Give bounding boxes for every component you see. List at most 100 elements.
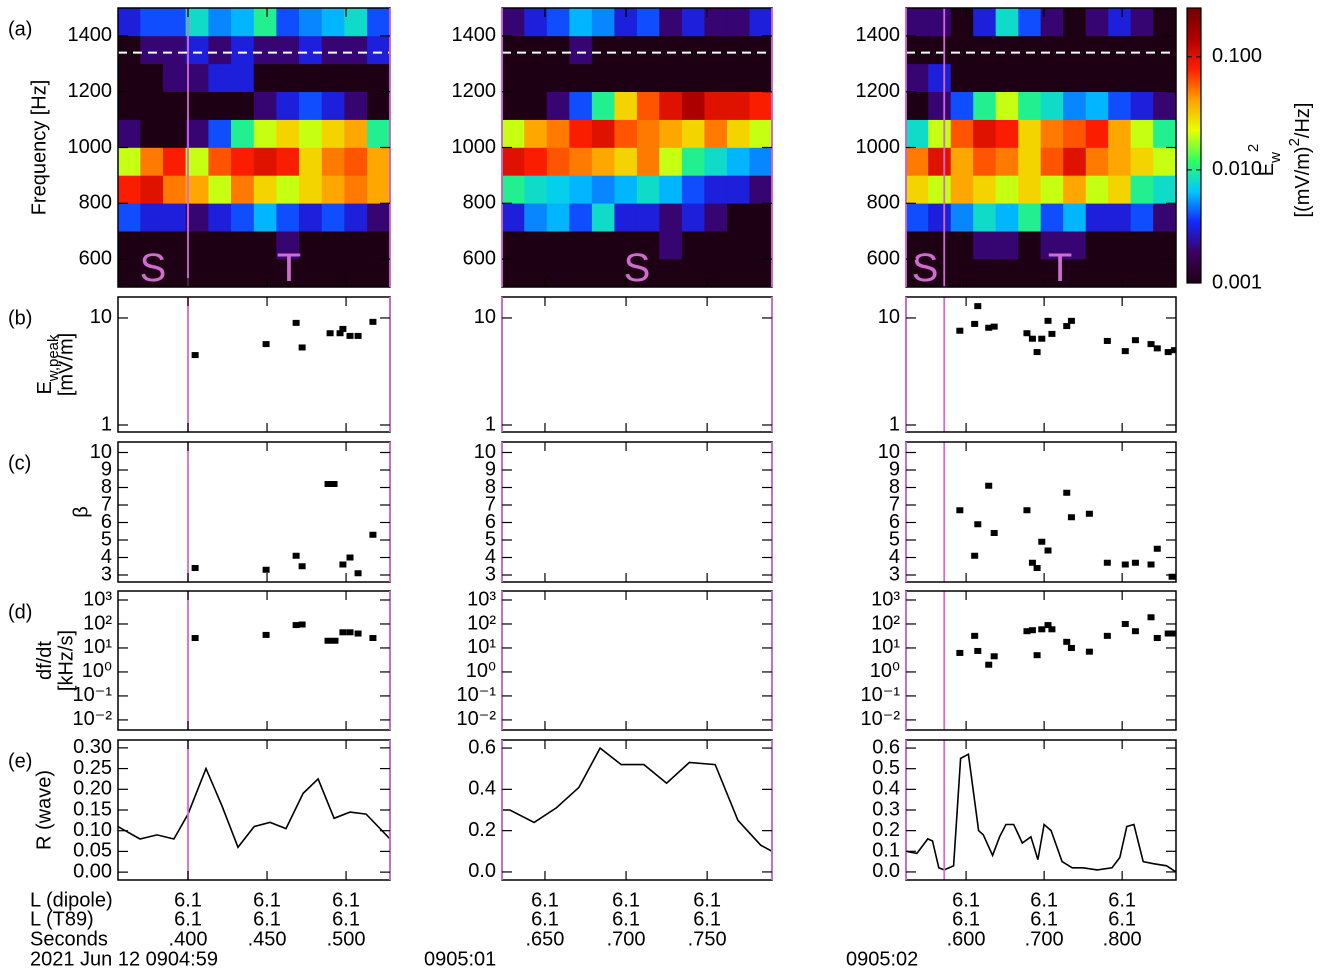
data-point — [1103, 559, 1111, 566]
heatmap-cell — [185, 203, 210, 232]
heatmap-cell — [140, 203, 164, 232]
data-point — [1147, 614, 1155, 621]
region-annotation: T — [277, 246, 301, 290]
heatmap-cell — [950, 147, 974, 176]
heatmap-cell — [726, 119, 751, 148]
data-point — [324, 637, 332, 644]
x-tick-label: .650 — [526, 928, 565, 950]
data-point — [1044, 317, 1052, 324]
y-tick-label: 0.10 — [73, 819, 112, 841]
data-point — [1028, 559, 1036, 566]
heatmap-cell — [321, 203, 345, 232]
heatmap-cell — [995, 258, 1019, 287]
panel-line — [906, 752, 1176, 873]
y-tick-label: 3 — [101, 563, 112, 585]
heatmap-cell — [1130, 258, 1154, 287]
heatmap-cell — [163, 63, 187, 92]
heatmap-cell — [208, 147, 232, 176]
data-point — [1121, 348, 1129, 355]
heatmap-cell — [185, 258, 210, 287]
y-axis-label: R (wave) — [33, 770, 55, 850]
heatmap-cell — [1085, 203, 1109, 232]
heatmap-cell — [591, 8, 616, 37]
heatmap-cell — [524, 175, 548, 204]
heatmap-cell — [1063, 35, 1087, 65]
data-point — [1063, 489, 1071, 496]
heatmap-cell — [163, 203, 187, 232]
l-dipole-label: 6.1 — [531, 889, 559, 911]
heatmap-cell — [995, 35, 1019, 65]
data-point — [292, 319, 300, 326]
heatmap-cell — [1108, 119, 1132, 148]
panel-scatter — [191, 481, 377, 577]
heatmap-cell — [726, 203, 751, 232]
heatmap-cell — [726, 35, 751, 65]
l-dipole-label: 6.1 — [1030, 889, 1058, 911]
heatmap-cell — [185, 63, 210, 92]
y-tick-label: 10⁻² — [457, 708, 497, 730]
colorbar-label-sub: w — [1267, 152, 1284, 164]
y-tick-label: 10 — [90, 441, 112, 463]
heatmap-cell — [344, 175, 368, 204]
data-point — [1131, 628, 1139, 635]
y-axis-label: Frequency [Hz] — [28, 80, 50, 216]
heatmap-cell — [524, 8, 548, 37]
heatmap-cell — [614, 35, 638, 65]
heatmap-cell — [1085, 8, 1109, 37]
heatmap-cell — [1085, 91, 1109, 120]
heatmap-cell — [1085, 258, 1109, 287]
heatmap-cell — [569, 175, 593, 204]
heatmap-cell — [659, 258, 683, 287]
heatmap-cell — [1040, 63, 1064, 92]
heatmap-cell — [973, 63, 997, 92]
data-point — [354, 332, 362, 339]
heatmap-cell — [208, 258, 232, 287]
data-point — [1131, 559, 1139, 566]
heatmap-cell — [659, 175, 683, 204]
heatmap-cell — [950, 258, 974, 287]
heatmap-cell — [344, 91, 368, 120]
heatmap-cell — [546, 147, 570, 176]
heatmap-cell — [208, 63, 232, 92]
y-tick-label: 0.6 — [468, 736, 496, 758]
heatmap-cell — [659, 230, 683, 260]
heatmap-cell — [344, 35, 368, 65]
heatmap-cell — [1063, 119, 1087, 148]
date-label: 2021 Jun 12 0904:59 — [30, 948, 218, 970]
heatmap-cell — [950, 91, 974, 120]
data-point — [369, 531, 377, 538]
heatmap-cell — [591, 91, 616, 120]
data-point — [985, 482, 993, 489]
heatmap-cell — [659, 63, 683, 92]
y-tick-label: 10³ — [83, 588, 112, 610]
heatmap-cell — [1085, 147, 1109, 176]
y-tick-label: 10⁰ — [82, 660, 112, 682]
heatmap-cell — [140, 63, 164, 92]
heatmap-cell — [502, 230, 525, 260]
data-point — [369, 635, 377, 642]
y-tick-label: 10 — [878, 441, 900, 463]
heatmap-cell — [367, 147, 390, 176]
heatmap-cell — [591, 203, 616, 232]
heatmap-cell — [1085, 119, 1109, 148]
heatmap-cell — [1063, 147, 1087, 176]
panel-scatter — [956, 303, 1176, 356]
heatmap-cell — [928, 8, 952, 37]
l-dipole-label: 6.1 — [952, 889, 980, 911]
heatmap-cell — [502, 203, 525, 232]
heatmap-cell — [321, 258, 345, 287]
heatmap-cell — [704, 147, 728, 176]
heatmap-cell — [973, 258, 997, 287]
heatmap-cell — [1130, 175, 1154, 204]
heatmap-cell — [253, 91, 277, 120]
heatmap-cell — [1063, 91, 1087, 120]
heatmap-cell — [185, 91, 210, 120]
heatmap-cell — [546, 63, 570, 92]
colorbar-label-sup: 2 — [1245, 144, 1262, 152]
heatmap-cell — [253, 63, 277, 92]
heatmap-cell — [1108, 147, 1132, 176]
heatmap-cell — [344, 147, 368, 176]
heatmap-cell — [726, 147, 751, 176]
data-point — [292, 552, 300, 559]
heatmap-cell — [185, 230, 210, 260]
